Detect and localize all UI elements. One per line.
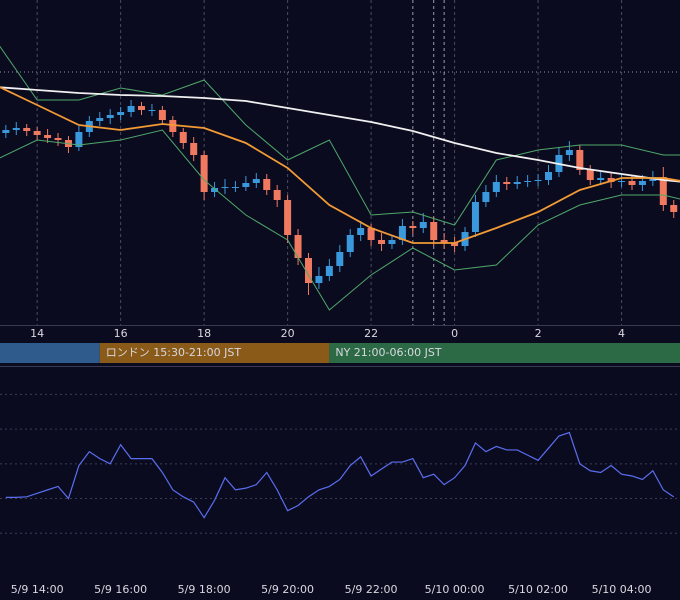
indicator-line <box>0 129 680 311</box>
x-tick-label: 22 <box>364 327 378 340</box>
x-tick-label: 2 <box>535 327 542 340</box>
x-tick-label: 5/9 14:00 <box>11 583 64 596</box>
x-tick-label: 5/9 20:00 <box>261 583 314 596</box>
candle-body <box>294 235 302 258</box>
candle-body <box>169 120 177 132</box>
candle-body <box>33 131 41 135</box>
candle-body <box>503 182 511 184</box>
x-tick-label: 5/9 22:00 <box>345 583 398 596</box>
candle-body <box>325 266 333 276</box>
candle-body <box>346 235 354 252</box>
candle-body <box>398 226 406 240</box>
x-tick-label: 18 <box>197 327 211 340</box>
candle-body <box>618 181 626 182</box>
candle-body <box>534 180 542 181</box>
x-tick-label: 20 <box>281 327 295 340</box>
candle-body <box>388 240 396 244</box>
candle-body <box>12 128 20 130</box>
indicator-line <box>0 86 680 244</box>
x-tick-label: 5/9 16:00 <box>94 583 147 596</box>
oscillator-panel <box>0 393 680 534</box>
session-bar <box>0 343 100 363</box>
x-tick-label: 0 <box>451 327 458 340</box>
candle-body <box>586 170 594 180</box>
candle-body <box>576 150 584 170</box>
candle-body <box>482 192 490 202</box>
candle-body <box>597 178 605 180</box>
candle-body <box>315 276 323 283</box>
candle-body <box>670 205 678 212</box>
candle-body <box>628 181 636 185</box>
candle-body <box>148 110 156 111</box>
candle-body <box>659 177 667 205</box>
candle-body <box>638 181 646 185</box>
candle-body <box>357 228 365 235</box>
candle-body <box>378 240 386 244</box>
candle-body <box>284 200 292 235</box>
price-panel <box>0 0 680 325</box>
candle-body <box>430 222 438 240</box>
candle-body <box>263 179 271 190</box>
indicator-line <box>0 45 680 226</box>
session-label: NY 21:00-06:00 JST <box>335 346 442 359</box>
x-tick-label: 14 <box>30 327 44 340</box>
candle-body <box>451 243 459 246</box>
candle-body <box>367 228 375 240</box>
x-tick-label: 5/10 04:00 <box>592 583 652 596</box>
candle-body <box>545 172 553 180</box>
candle-body <box>75 132 83 147</box>
candle-body <box>304 258 312 283</box>
candle-body <box>179 132 187 143</box>
candle-body <box>211 188 219 192</box>
candle-body <box>190 143 198 155</box>
x-tick-label: 16 <box>114 327 128 340</box>
candle-body <box>336 252 344 266</box>
candle-body <box>565 150 573 155</box>
candle-body <box>96 118 104 121</box>
oscillator-line <box>5 431 675 519</box>
session-bar <box>329 343 680 363</box>
x-tick-label: 4 <box>618 327 625 340</box>
candle-body <box>252 179 260 183</box>
session-bar <box>99 343 330 363</box>
candle-body <box>2 130 10 133</box>
candle-body <box>221 187 229 188</box>
candle-body <box>492 182 500 192</box>
candle-body <box>23 128 31 131</box>
candle-body <box>200 155 208 192</box>
candle-body <box>471 202 479 232</box>
session-label: ロンドン 15:30-21:00 JST <box>106 346 242 359</box>
candle-body <box>54 138 62 140</box>
candle-body <box>117 112 125 115</box>
candle-body <box>273 190 281 200</box>
candle-body <box>242 183 250 187</box>
candle-body <box>44 135 52 138</box>
candle-body <box>419 222 427 228</box>
x-tick-label: 5/9 18:00 <box>178 583 231 596</box>
indicator-line <box>0 86 680 183</box>
candle-body <box>440 240 448 243</box>
labels: 14 16 18 20 22 0 2 4 ロンドン 15:30-21:00 JST NY 21:0… <box>0 327 680 596</box>
candle-body <box>127 106 135 112</box>
candle-body <box>231 187 239 188</box>
candle-body <box>158 110 166 120</box>
x-tick-label: 5/10 02:00 <box>508 583 568 596</box>
candle-body <box>607 178 615 182</box>
candle-body <box>138 106 146 110</box>
candle-body <box>106 115 114 118</box>
candle-body <box>524 181 532 182</box>
candle-body <box>513 182 521 184</box>
x-tick-label: 5/10 00:00 <box>425 583 485 596</box>
candle-body <box>409 226 417 228</box>
